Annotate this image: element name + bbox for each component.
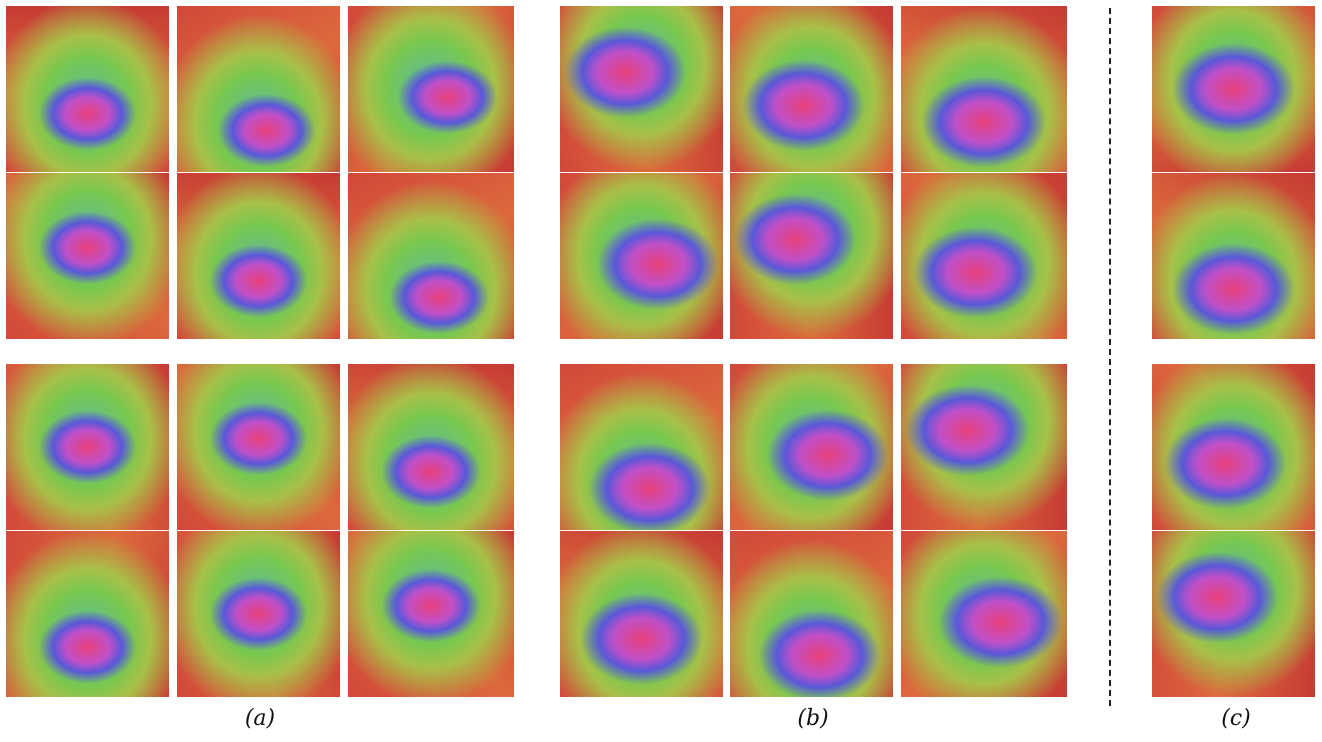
heatmap-image bbox=[730, 173, 893, 339]
heatmap-image bbox=[177, 6, 340, 172]
heatmap-image bbox=[177, 531, 340, 697]
heatmap-image bbox=[560, 364, 723, 530]
heatmap-image bbox=[730, 364, 893, 530]
heatmap-image bbox=[1152, 173, 1315, 339]
heatmap-image bbox=[6, 364, 169, 530]
heatmap-image bbox=[901, 173, 1067, 339]
heatmap-image bbox=[6, 173, 169, 339]
heatmap-image bbox=[6, 6, 169, 172]
heatmap-image bbox=[348, 531, 514, 697]
heatmap-image bbox=[6, 531, 169, 697]
heatmap-image bbox=[348, 6, 514, 172]
heatmap-image bbox=[901, 364, 1067, 530]
heatmap-image bbox=[560, 6, 723, 172]
heatmap-image bbox=[560, 531, 723, 697]
caption: (a) bbox=[245, 706, 275, 731]
caption: (b) bbox=[797, 706, 828, 731]
heatmap-image bbox=[177, 364, 340, 530]
heatmap-image bbox=[730, 6, 893, 172]
heatmap-image bbox=[901, 6, 1067, 172]
heatmap-image bbox=[1152, 531, 1315, 697]
heatmap-image bbox=[1152, 6, 1315, 172]
heatmap-image bbox=[348, 173, 514, 339]
heatmap-image bbox=[348, 364, 514, 530]
heatmap-image bbox=[177, 173, 340, 339]
heatmap-image bbox=[730, 531, 893, 697]
heatmap-image bbox=[560, 173, 723, 339]
figure: (a) (b) (c) bbox=[0, 0, 1322, 742]
caption: (c) bbox=[1221, 706, 1251, 731]
dashed-divider bbox=[1109, 8, 1111, 706]
heatmap-image bbox=[901, 531, 1067, 697]
heatmap-image bbox=[1152, 364, 1315, 530]
